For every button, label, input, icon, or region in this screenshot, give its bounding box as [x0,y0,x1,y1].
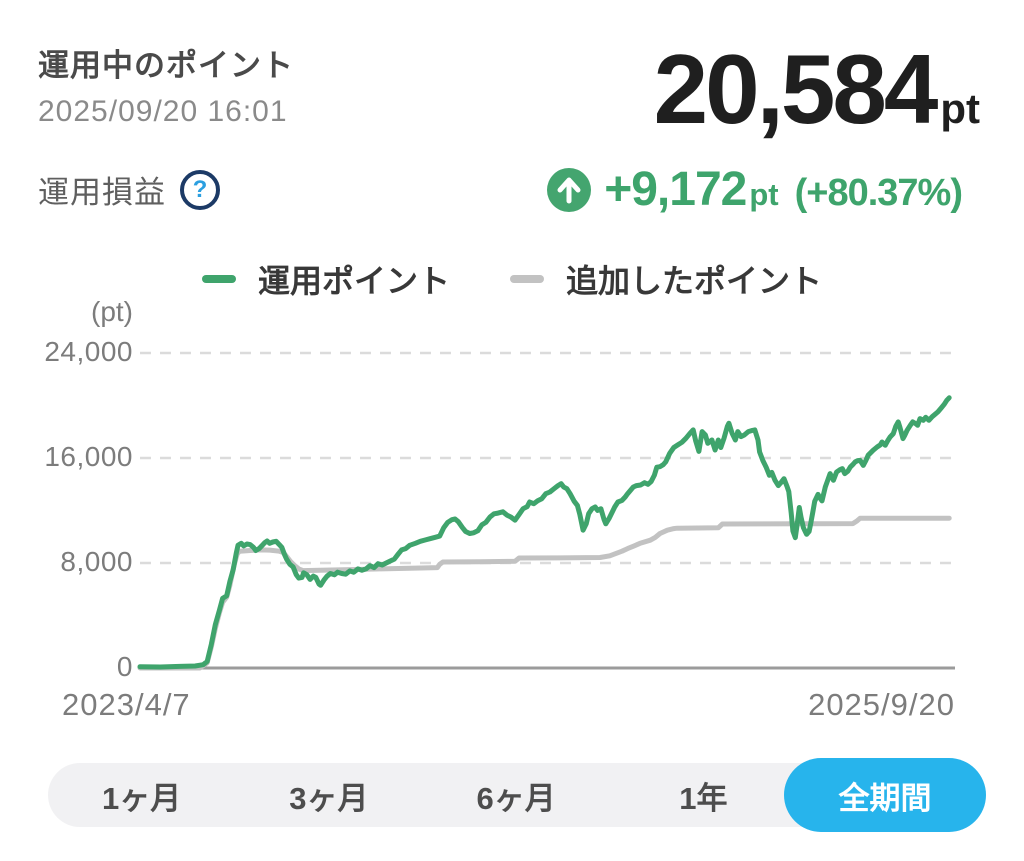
total-points: 20,584 pt [654,40,980,138]
profit-percent: (+80.37%) [794,172,963,214]
chart-line-managed-points [137,395,952,670]
total-points-value: 20,584 [653,34,939,144]
profit-text: +9,172 pt (+80.37%) [604,162,963,217]
page-title: 運用中のポイント [38,48,294,83]
chart-line-added-points [137,515,952,671]
y-tick-16000: 16,000 [44,441,133,472]
legend-swatch-gray [510,275,544,283]
range-button-all-selected[interactable]: 全期間 [784,758,986,832]
timestamp: 2025/09/20 16:01 [38,95,288,128]
x-axis-start-label: 2023/4/7 [62,687,191,722]
question-mark-circle-icon[interactable]: ? [180,169,220,210]
profit-value: +9,172 [604,163,747,216]
legend-item-added: 追加したポイント [510,256,822,302]
range-selector: 1ヶ月 3ヶ月 6ヶ月 1年 全期間 [48,758,986,832]
range-button-3months[interactable]: 3ヶ月 [289,780,369,816]
legend-label-managed: 運用ポイント [257,263,450,299]
range-button-1year[interactable]: 1年 [679,780,728,816]
header-row: 運用中のポイント 2025/09/20 16:01 20,584 pt [38,40,980,138]
chart-legend: 運用ポイント 追加したポイント [0,256,1024,302]
range-button-1month[interactable]: 1ヶ月 [102,780,182,816]
up-arrow-glyph [557,177,581,203]
legend-item-managed: 運用ポイント [201,256,450,302]
legend-swatch-green [201,275,236,283]
header-left: 運用中のポイント 2025/09/20 16:01 [38,40,294,129]
profit-row: 運用損益 ? +9,172 pt (+80.37%) [38,162,963,217]
profit-label: 運用損益 [38,175,166,210]
range-button-all-slot: 全期間 [784,758,986,832]
up-arrow-circle-icon [547,167,592,212]
profit-label-group: 運用損益 ? [38,167,220,212]
x-axis-end-label: 2025/9/20 [808,687,955,722]
legend-label-added: 追加したポイント [566,263,823,299]
profit-unit: pt [749,177,779,212]
range-button-6months[interactable]: 6ヶ月 [476,780,556,816]
profit-value-group: +9,172 pt (+80.37%) [547,162,963,217]
y-tick-24000: 24,000 [44,336,133,367]
chart-gridlines [140,351,955,670]
y-tick-8000: 8,000 [60,546,133,577]
total-points-unit: pt [940,85,980,132]
y-axis-unit-label: (pt) [91,296,133,327]
y-tick-0: 0 [116,651,133,682]
